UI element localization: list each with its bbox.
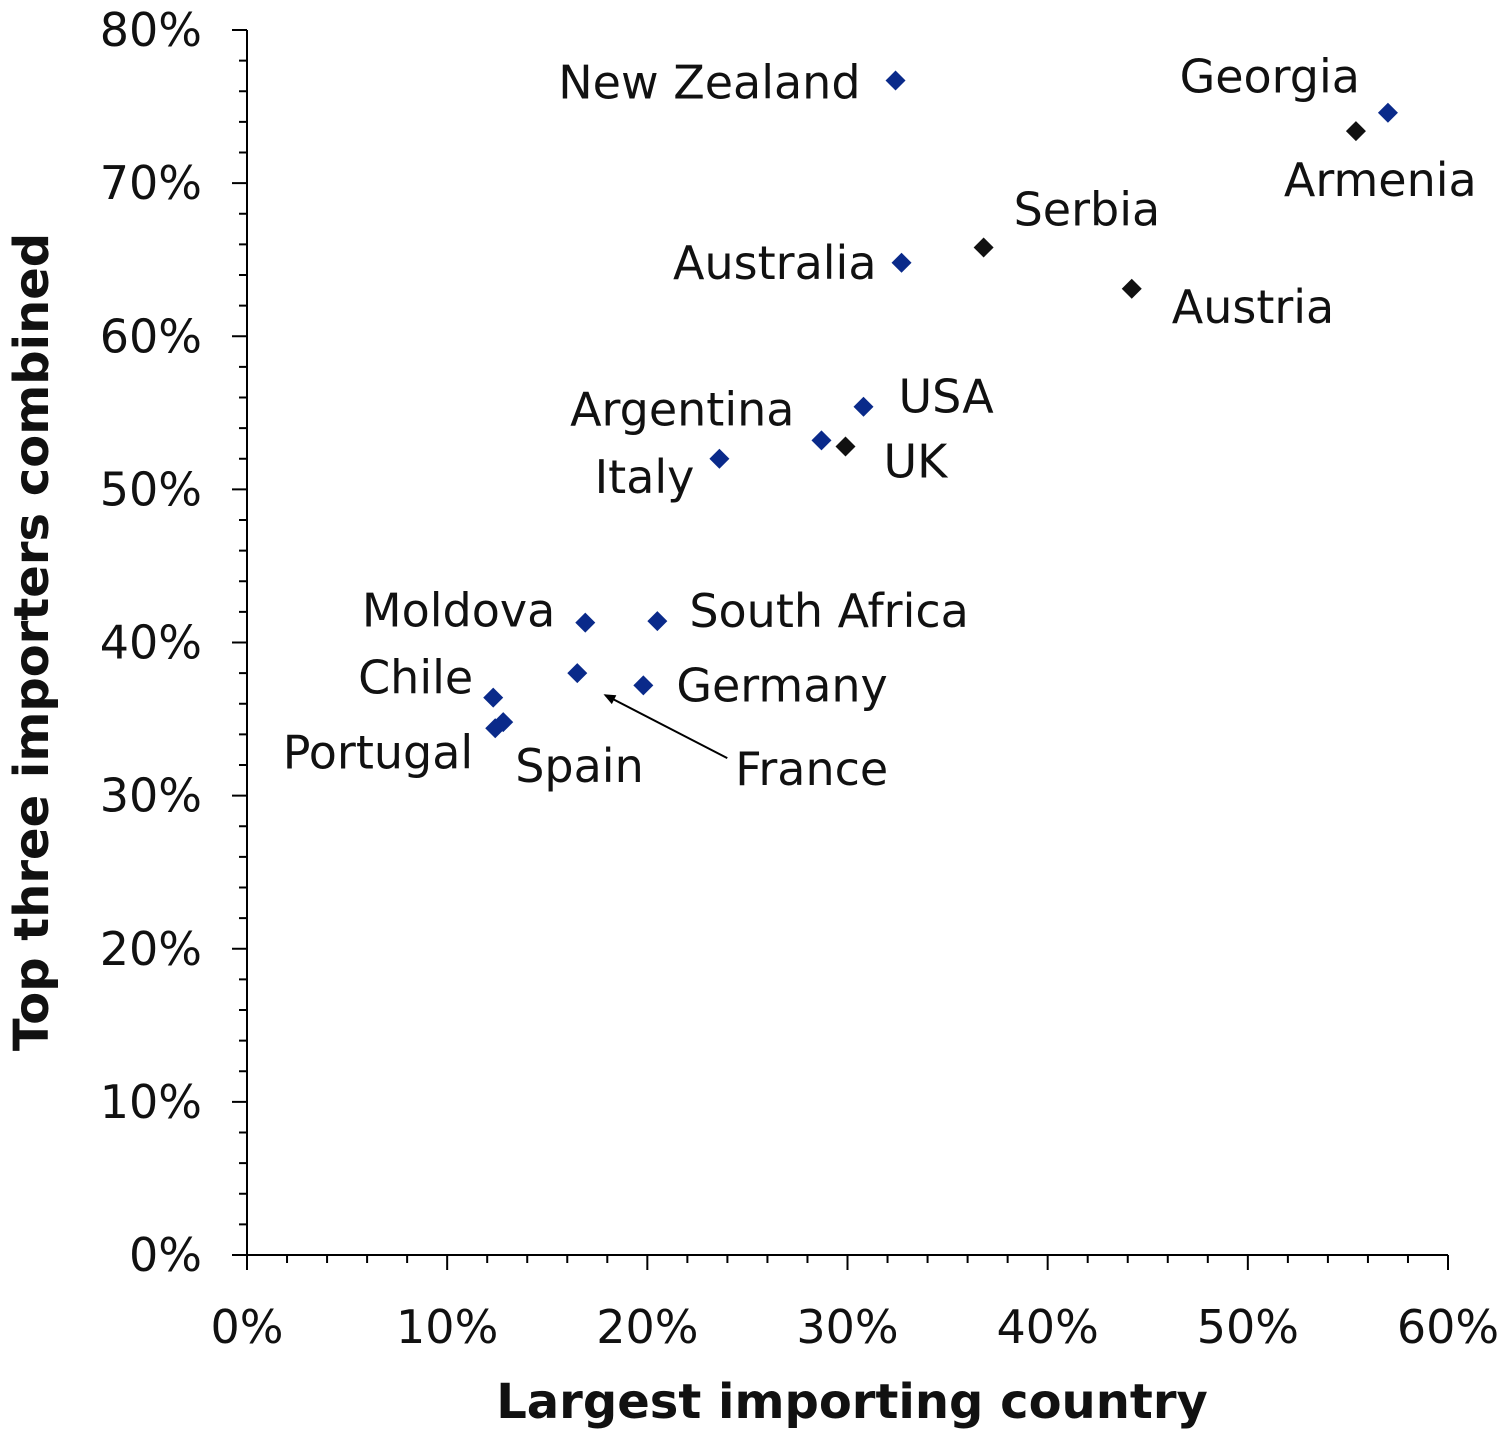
y-tick-label: 20%	[100, 922, 202, 976]
data-point-marker	[633, 675, 654, 696]
data-point-marker	[973, 237, 994, 258]
data-point-label: Austria	[1172, 280, 1335, 334]
point-labels: New Zealand Georgia Armenia Serbia Australia…	[283, 50, 1477, 796]
data-point-marker	[485, 718, 506, 739]
data-point-label: Portugal	[283, 725, 474, 779]
y-tick-label: 10%	[100, 1075, 202, 1129]
data-point-label: Italy	[595, 450, 695, 504]
x-tick-label: 50%	[1197, 1300, 1299, 1354]
y-tick-label: 80%	[100, 3, 202, 57]
data-point-label: Moldova	[362, 584, 555, 638]
data-point-label: Georgia	[1180, 50, 1360, 104]
x-tick-label: 20%	[596, 1300, 698, 1354]
y-tick-label: 0%	[129, 1228, 202, 1282]
data-point-marker	[885, 70, 906, 91]
data-point-label: Argentina	[570, 382, 794, 436]
x-axis-title: Largest importing country	[496, 1374, 1208, 1430]
data-point-label: France	[735, 742, 888, 796]
data-point-marker	[891, 252, 912, 273]
data-point-marker	[1121, 278, 1142, 299]
axes	[246, 30, 1448, 1256]
y-tick-label: 40%	[100, 616, 202, 670]
data-point-marker	[483, 687, 504, 708]
data-point-marker	[835, 436, 856, 457]
x-tick-label: 0%	[211, 1300, 284, 1354]
data-point-marker	[567, 663, 588, 684]
data-point-label: Armenia	[1284, 153, 1477, 207]
data-point-marker	[1377, 102, 1398, 123]
data-point-label: Chile	[358, 651, 473, 705]
data-point-marker	[853, 396, 874, 417]
data-point-label: Spain	[515, 739, 644, 793]
y-tick-label: 60%	[100, 309, 202, 363]
x-tick-label: 10%	[396, 1300, 498, 1354]
data-point-label: UK	[883, 435, 949, 489]
x-tick-label: 60%	[1397, 1300, 1499, 1354]
data-point-label: Australia	[673, 236, 876, 290]
data-points	[483, 70, 1398, 739]
data-point-label: Germany	[676, 658, 887, 712]
x-tick-label: 40%	[997, 1300, 1099, 1354]
data-point-marker	[1345, 121, 1366, 142]
data-point-label: South Africa	[689, 584, 969, 638]
y-tick-label: 70%	[100, 156, 202, 210]
annotations	[603, 694, 728, 760]
data-point-label: New Zealand	[558, 56, 860, 110]
y-tick-label: 50%	[100, 462, 202, 516]
x-tick-label: 30%	[796, 1300, 898, 1354]
data-point-label: USA	[899, 370, 995, 424]
france-arrow	[603, 694, 728, 760]
data-point-marker	[811, 430, 832, 451]
y-axis-title: Top three importers combined	[4, 233, 60, 1051]
ticks: 0% 10% 20% 30% 40% 50% 60% 70% 80% 0% 10% 20% 30% 40%…	[100, 3, 1499, 1354]
data-point-marker	[647, 611, 668, 632]
data-point-label: Serbia	[1014, 182, 1161, 236]
data-point-marker	[709, 448, 730, 469]
data-point-marker	[575, 612, 596, 633]
y-tick-label: 30%	[100, 769, 202, 823]
